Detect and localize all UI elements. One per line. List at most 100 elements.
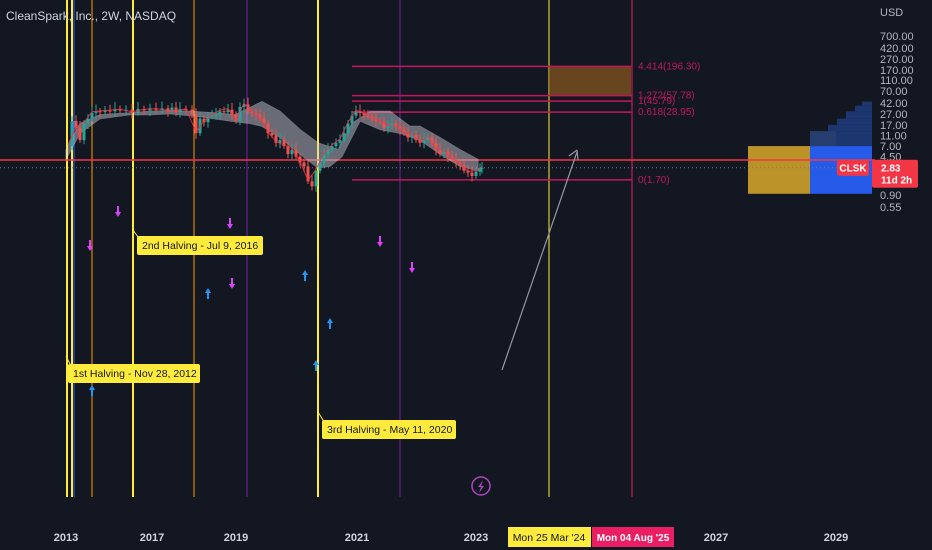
- buy-arrow-icon: [89, 385, 95, 396]
- candle-body: [210, 115, 214, 117]
- candle-body: [262, 118, 266, 124]
- candle-body: [86, 118, 90, 124]
- buy-arrow-icon: [313, 360, 319, 371]
- sell-arrow-icon: [227, 218, 233, 229]
- time-axis: 2013 2017 2019 2021 2023 2027 2029 Mon 25 Mar '…: [54, 527, 848, 547]
- candle-body: [254, 112, 258, 115]
- candle-body: [474, 171, 478, 177]
- sell-arrow-shape: [409, 262, 415, 273]
- candle-body: [174, 107, 178, 113]
- buy-arrow-icon: [205, 288, 211, 299]
- candle-body: [258, 114, 262, 119]
- candle-body: [294, 149, 298, 157]
- halving-note-box: [137, 236, 263, 255]
- candle-body: [108, 110, 112, 112]
- price-tick-label: 27.00: [880, 109, 908, 121]
- date-marker-text: Mon 25 Mar '24: [513, 532, 586, 544]
- candle-body: [402, 129, 406, 134]
- candle-body: [430, 137, 434, 143]
- time-tick-label: 2013: [54, 532, 78, 544]
- time-tick-label: 2029: [824, 532, 848, 544]
- candle-body: [278, 140, 282, 143]
- candle-body: [310, 181, 314, 187]
- time-tick-label: 2023: [464, 532, 488, 544]
- candle-body: [342, 133, 346, 141]
- candle-body: [350, 115, 354, 124]
- sell-arrow-shape: [87, 240, 93, 251]
- candle-body: [270, 133, 274, 136]
- candle-body: [98, 111, 102, 113]
- halving-note-box: [68, 364, 200, 383]
- moving-average-line: [67, 102, 483, 182]
- symbol-badge-text: CLSK: [839, 164, 867, 175]
- price-tick-label: 700.00: [880, 31, 914, 43]
- candle-body: [94, 111, 98, 113]
- price-tick-label: 42.00: [880, 98, 908, 110]
- candle-body: [374, 118, 378, 121]
- sell-arrow-shape: [227, 218, 233, 229]
- candle-body: [354, 111, 358, 116]
- candle-body: [234, 114, 238, 121]
- volume-profile-bar: [828, 124, 872, 132]
- candle-body: [266, 123, 270, 134]
- candle-body: [470, 172, 474, 177]
- price-axis: USD 700.00420.00270.00170.00110.0070.0042…: [880, 7, 914, 214]
- candle-body: [330, 146, 334, 150]
- candle-body: [298, 156, 302, 163]
- date-marker-bg: [592, 527, 674, 547]
- lightning-icon-ring: [471, 476, 491, 496]
- candle-body: [306, 166, 310, 182]
- price-tick-label: 7.00: [880, 141, 901, 153]
- candle-body: [238, 106, 242, 121]
- candle-body: [274, 135, 278, 143]
- price-tick-label: 420.00: [880, 43, 914, 55]
- price-tick-label: 270.00: [880, 54, 914, 66]
- halving-note-text: 1st Halving - Nov 28, 2012: [73, 368, 197, 380]
- sell-arrow-shape: [115, 206, 121, 217]
- date-marker-text: Mon 04 Aug '25: [597, 533, 670, 544]
- candle-body: [242, 104, 246, 107]
- candle-body: [190, 109, 194, 114]
- candle-body: [290, 149, 294, 155]
- sell-arrow-icon: [377, 236, 383, 247]
- price-tick-label: 170.00: [880, 65, 914, 77]
- symbol-badge-bg: [837, 159, 869, 176]
- candle-body: [378, 120, 382, 123]
- candle-body: [170, 107, 174, 112]
- candle-body: [218, 111, 222, 115]
- buy-arrow-shape: [302, 270, 308, 281]
- price-tick-label: 0.90: [880, 190, 901, 202]
- fib-level-label: 4.414(196.30): [638, 61, 700, 72]
- candle-body: [410, 135, 414, 138]
- candle-body: [206, 116, 210, 123]
- projection-arrow-head: [568, 149, 579, 161]
- candle-body: [382, 122, 386, 128]
- buy-arrow-shape: [327, 318, 333, 329]
- lightning-icon: [471, 476, 491, 496]
- candle-body: [226, 109, 230, 113]
- price-tick-label: 110.00: [880, 75, 913, 87]
- volume-profile-bar: [862, 101, 872, 106]
- candle-body: [318, 162, 322, 171]
- halving-note-box: [322, 420, 456, 439]
- sell-arrow-icon: [229, 278, 235, 289]
- buy-arrow-icon: [302, 270, 308, 281]
- symbol-title: CleanSpark, Inc., 2W, NASDAQ: [6, 9, 177, 23]
- price-tick-label: 11.00: [880, 130, 907, 142]
- time-tick-label: 2027: [704, 532, 728, 544]
- volume-profile-bar: [855, 105, 872, 112]
- price-tick-label: 70.00: [880, 86, 908, 98]
- buy-arrow-shape: [313, 360, 319, 371]
- fib-level-label: 1(45.79): [638, 96, 675, 107]
- sell-arrow-shape: [229, 278, 235, 289]
- candle-body: [326, 149, 330, 155]
- price-tick-label: 0.55: [880, 202, 901, 214]
- candle-body: [302, 162, 306, 167]
- candle-body: [78, 127, 82, 141]
- candle-body: [314, 170, 318, 187]
- buy-arrow-shape: [205, 288, 211, 299]
- candle-body: [480, 167, 484, 169]
